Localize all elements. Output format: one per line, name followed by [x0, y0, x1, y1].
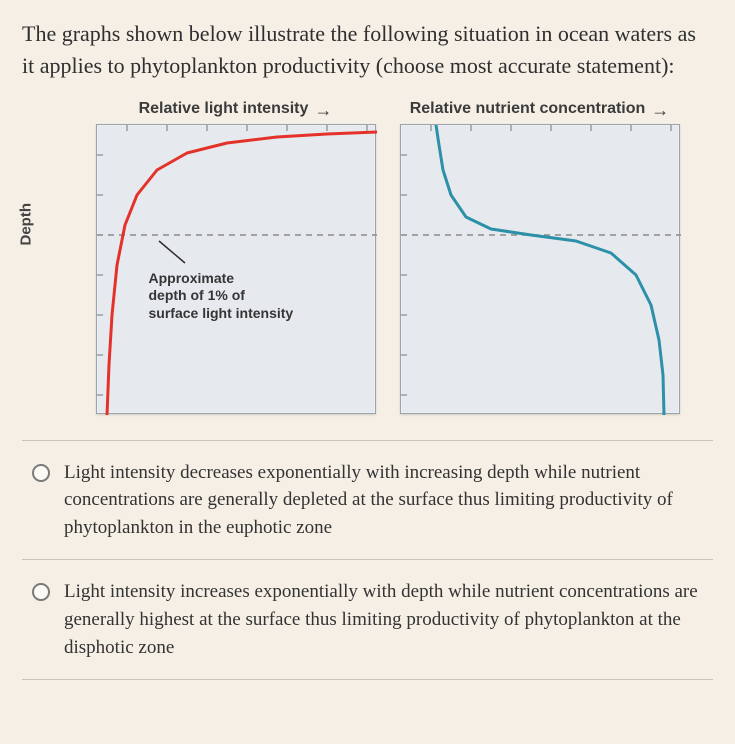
option-a[interactable]: Light intensity decreases exponentially … — [22, 441, 713, 561]
left-chart-plot: Approximatedepth of 1% ofsurface light i… — [96, 124, 376, 414]
question-text: The graphs shown below illustrate the fo… — [22, 18, 713, 82]
left-chart-title-text: Relative light intensity — [139, 100, 309, 118]
right-chart-title-text: Relative nutrient concentration — [410, 100, 646, 118]
charts-row: Depth Relative light intensity → Approxi… — [22, 100, 713, 414]
radio-icon[interactable] — [32, 464, 50, 482]
radio-icon[interactable] — [32, 583, 50, 601]
option-b[interactable]: Light intensity increases exponentially … — [22, 560, 713, 680]
left-panel: Relative light intensity → Approximatede… — [96, 100, 376, 414]
y-axis-label: Depth — [18, 203, 35, 246]
left-chart-title: Relative light intensity → — [139, 100, 333, 118]
right-chart-plot — [400, 124, 680, 414]
chart-annotation: Approximatedepth of 1% ofsurface light i… — [149, 270, 294, 323]
option-b-text: Light intensity increases exponentially … — [64, 578, 703, 661]
arrow-right-icon: → — [314, 101, 332, 119]
options-list: Light intensity decreases exponentially … — [22, 440, 713, 680]
right-chart-title: Relative nutrient concentration → — [410, 100, 670, 118]
arrow-right-icon: → — [651, 101, 669, 119]
right-panel: Relative nutrient concentration → — [400, 100, 680, 414]
option-a-text: Light intensity decreases exponentially … — [64, 459, 703, 542]
